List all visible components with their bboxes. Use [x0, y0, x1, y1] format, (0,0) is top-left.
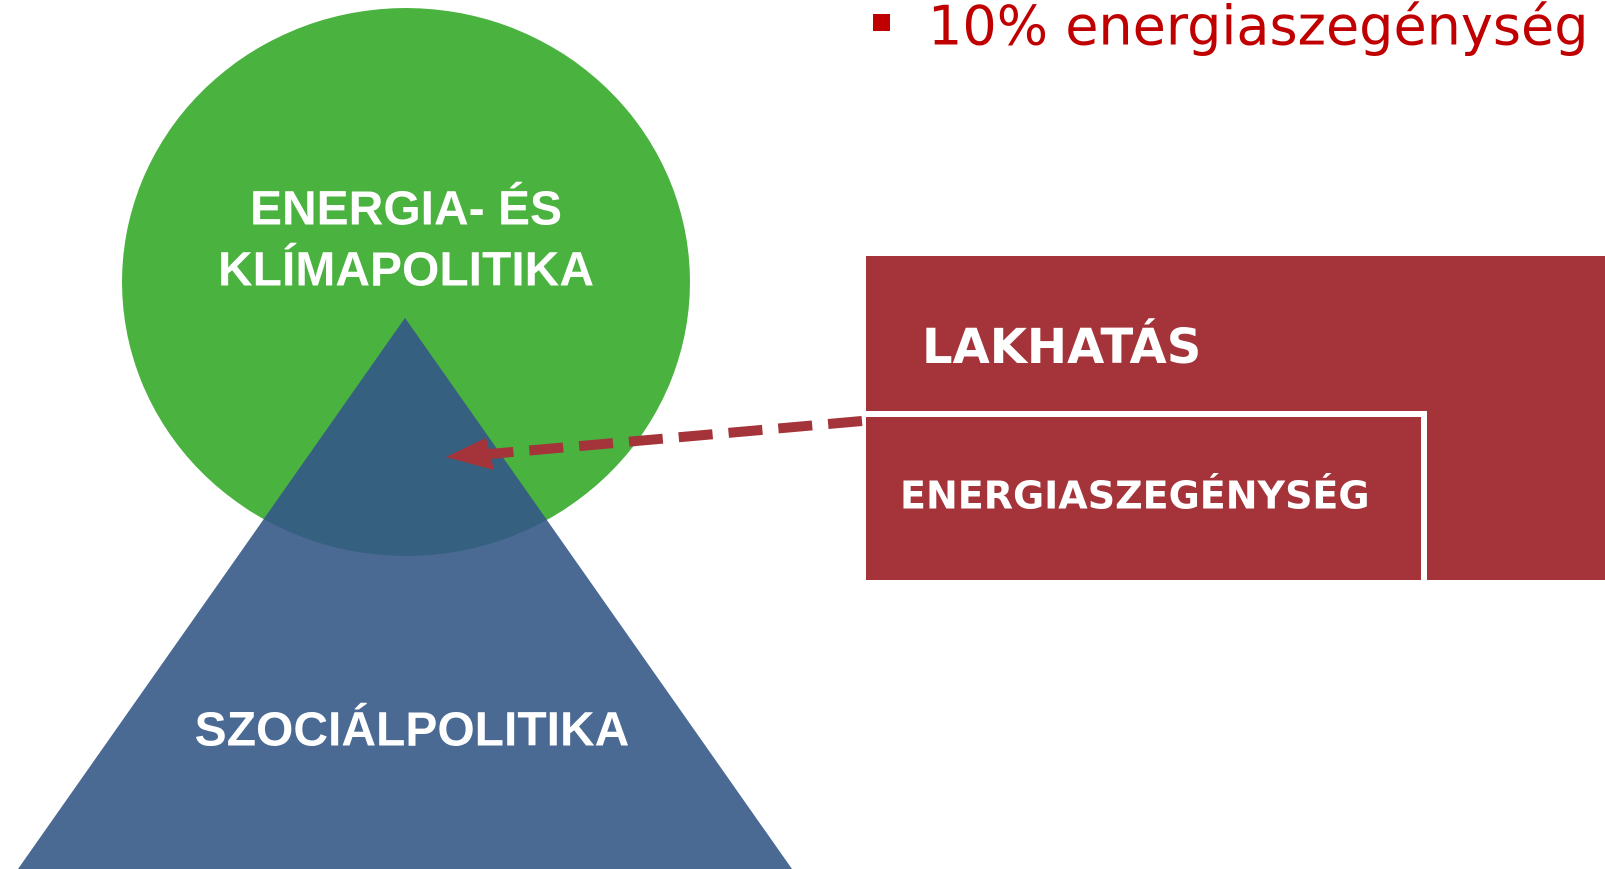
circle-label: KLÍMAPOLITIKA: [218, 243, 594, 297]
outer-label: LAKHATÁS: [922, 318, 1201, 375]
triangle-label: SZOCIÁLPOLITIKA: [195, 703, 630, 757]
bullet-marker: [873, 14, 890, 31]
inner-label: ENERGIASZEGÉNYSÉG: [900, 474, 1370, 518]
dashed-arrow: [489, 416, 863, 459]
housing-box: [866, 256, 1605, 580]
circle-label: ENERGIA- ÉS: [250, 182, 562, 236]
arrow-head: [446, 438, 494, 470]
blue-triangle: [18, 318, 792, 869]
bullet-text: 10% energiaszegénység: [928, 0, 1589, 58]
green-circle: [122, 8, 690, 556]
inner-border: [866, 411, 1427, 580]
